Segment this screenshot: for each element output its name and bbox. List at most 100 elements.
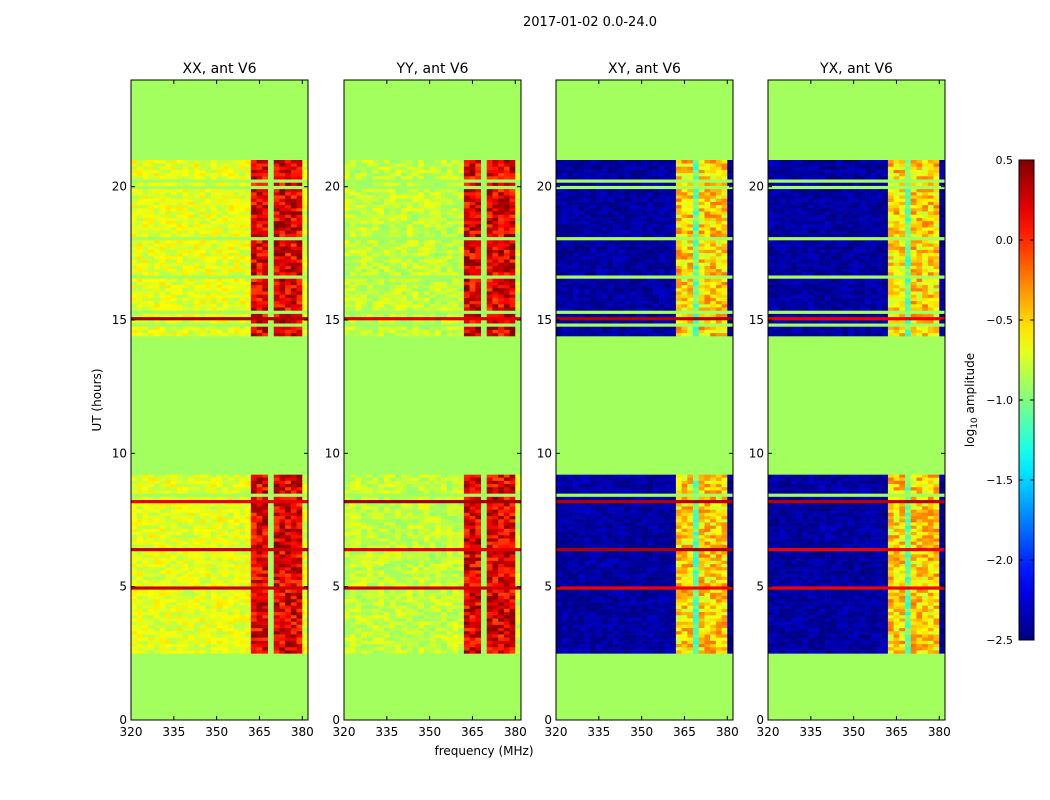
heatmap-cell — [458, 490, 465, 494]
heatmap-cell — [222, 614, 229, 619]
heatmap-cell — [262, 605, 269, 609]
heatmap-cell — [216, 573, 223, 577]
heatmap-cell — [395, 480, 402, 485]
heatmap-cell — [256, 640, 263, 645]
heatmap-cell — [148, 163, 155, 167]
heatmap-cell — [302, 614, 308, 619]
heatmap-cell — [423, 576, 430, 581]
heatmap-cell — [296, 608, 303, 613]
heatmap-cell — [159, 614, 166, 619]
heatmap-cell — [239, 506, 246, 510]
heatmap-cell — [182, 624, 189, 629]
heatmap-cell — [193, 300, 200, 305]
heatmap-cell — [165, 579, 172, 584]
heatmap-cell — [136, 605, 143, 609]
heatmap-cell — [401, 509, 408, 513]
heatmap-cell — [406, 602, 413, 606]
heatmap-cell — [199, 614, 206, 619]
heatmap-cell — [273, 627, 280, 632]
heatmap-cell — [378, 480, 385, 485]
heatmap-cell — [302, 570, 308, 574]
heatmap-cell — [182, 502, 189, 507]
heatmap-cell — [441, 534, 448, 539]
heatmap-cell — [503, 528, 510, 533]
heatmap-cell — [446, 573, 453, 577]
heatmap-cell — [469, 518, 476, 523]
heatmap-cell — [262, 233, 269, 238]
heatmap-cell — [423, 602, 430, 606]
flagged-row — [131, 236, 308, 241]
heatmap-cell — [486, 544, 493, 549]
heatmap-cell — [262, 256, 269, 260]
heatmap-cell — [344, 326, 351, 330]
heatmap-cell — [205, 252, 212, 257]
heatmap-cell — [193, 256, 200, 260]
heatmap-cell — [273, 192, 280, 196]
heatmap-cell — [383, 313, 390, 318]
heatmap-cell — [503, 483, 510, 488]
heatmap-cell — [401, 525, 408, 529]
heatmap-cell — [170, 169, 177, 174]
heatmap-cell — [170, 204, 177, 209]
heatmap-cell — [273, 598, 280, 603]
heatmap-cell — [233, 217, 240, 222]
heatmap-cell — [509, 531, 516, 536]
heatmap-cell — [486, 307, 493, 311]
heatmap-cell — [279, 477, 286, 481]
heatmap-cell — [245, 265, 252, 270]
heatmap-cell — [216, 163, 223, 167]
heatmap-cell — [273, 182, 280, 186]
heatmap-cell — [423, 557, 430, 561]
heatmap-cell — [262, 259, 269, 263]
heatmap-cell — [503, 474, 510, 478]
heatmap-cell — [429, 477, 436, 481]
heatmap-cell — [296, 217, 303, 222]
heatmap-cell — [492, 611, 499, 616]
heatmap-cell — [503, 502, 510, 507]
heatmap-cell — [188, 313, 195, 318]
heatmap-cell — [401, 621, 408, 625]
heatmap-cell — [182, 512, 189, 517]
rfi-row — [131, 586, 308, 590]
heatmap-cell — [469, 563, 476, 568]
heatmap-cell — [233, 595, 240, 600]
heatmap-cell — [176, 227, 183, 231]
heatmap-cell — [498, 483, 505, 488]
heatmap-cell — [142, 566, 149, 571]
heatmap-cell — [262, 512, 269, 517]
heatmap-cell — [159, 477, 166, 481]
heatmap-cell — [296, 598, 303, 603]
heatmap-cell — [446, 563, 453, 568]
heatmap-cell — [498, 538, 505, 542]
heatmap-cell — [366, 554, 373, 558]
heatmap-cell — [216, 618, 223, 622]
heatmap-cell — [205, 332, 212, 337]
heatmap-cell — [395, 541, 402, 545]
heatmap-cell — [131, 528, 138, 533]
heatmap-cell — [170, 278, 177, 282]
heatmap-cell — [193, 579, 200, 584]
heatmap-cell — [176, 502, 183, 507]
heatmap-cell — [159, 630, 166, 635]
heatmap-cell — [452, 576, 459, 581]
heatmap-cell — [372, 582, 379, 587]
heatmap-cell — [395, 554, 402, 558]
heatmap-cell — [395, 621, 402, 625]
heatmap-cell — [142, 637, 149, 641]
heatmap-cell — [256, 595, 263, 600]
heatmap-cell — [395, 579, 402, 584]
heatmap-cell — [153, 188, 160, 193]
heatmap-cell — [268, 272, 275, 276]
heatmap-cell — [233, 477, 240, 481]
heatmap-cell — [153, 307, 160, 311]
y-tick-label: 5 — [119, 580, 127, 594]
heatmap-cell — [383, 550, 390, 555]
heatmap-cell — [423, 522, 430, 526]
heatmap-cell — [256, 332, 263, 337]
heatmap-cell — [148, 576, 155, 581]
heatmap-cell — [170, 172, 177, 177]
heatmap-cell — [268, 576, 275, 581]
heatmap-cell — [349, 506, 356, 510]
heatmap-cell — [142, 634, 149, 638]
heatmap-cell — [136, 541, 143, 545]
